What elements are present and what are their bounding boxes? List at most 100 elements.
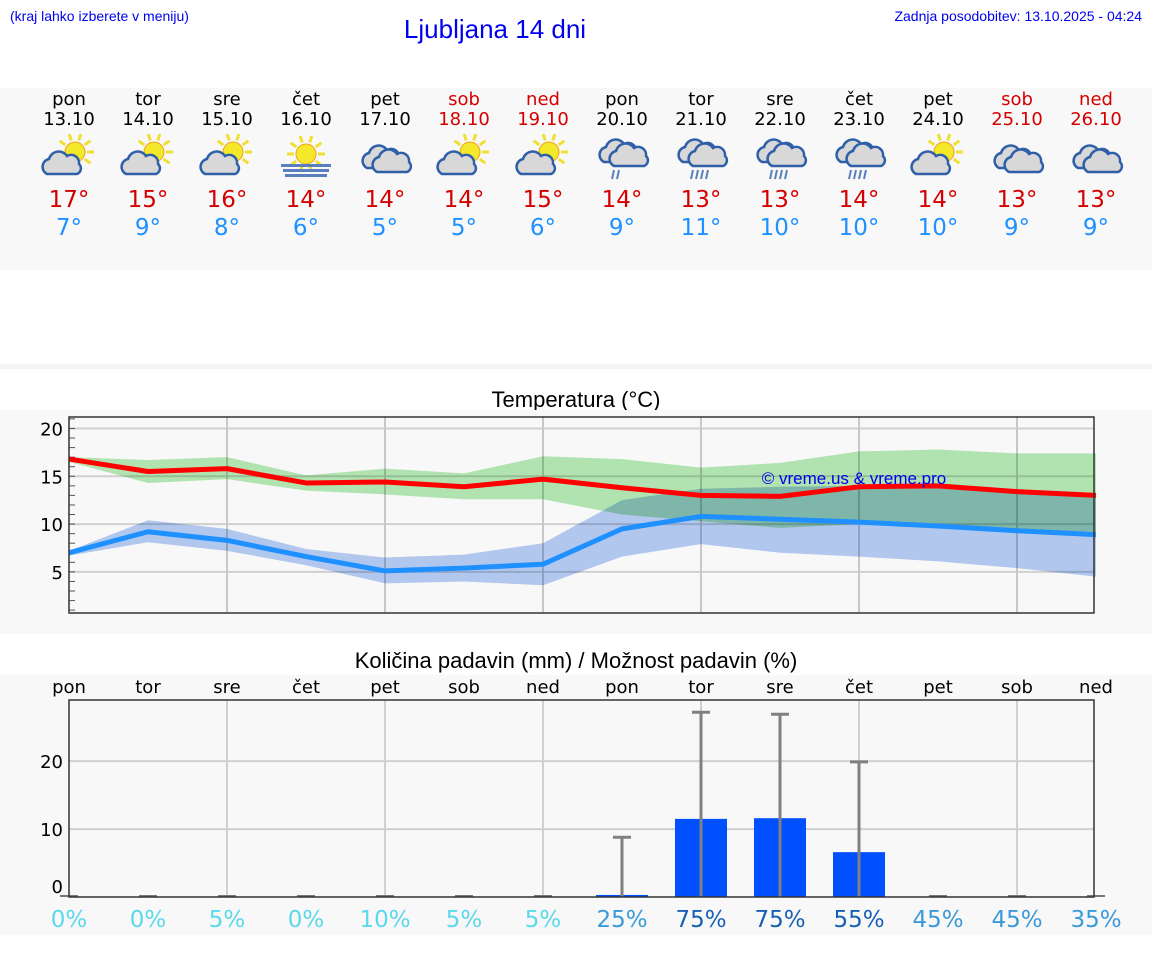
day-date: 14.10 <box>122 109 174 130</box>
day-forecast: pet 17.10 14° 5° <box>345 88 425 242</box>
plot-area <box>69 700 1094 897</box>
location-hint: (kraj lahko izberete v meniju) <box>10 8 189 24</box>
day-date: 20.10 <box>596 109 648 130</box>
x-category-label: ned <box>526 677 560 698</box>
day-forecast: ned 19.10 15° 6° <box>503 88 583 242</box>
day-date: 16.10 <box>280 109 332 130</box>
precipitation-probability: 45% <box>912 907 963 933</box>
precipitation-probability: 35% <box>1070 907 1121 933</box>
partly-sunny-icon <box>197 133 257 180</box>
precipitation-probability: 5% <box>446 907 483 933</box>
rain-icon <box>750 134 810 180</box>
precipitation-chart: 0 10 20 pon tor sre čet pet sob ned pon tor sre čet pe… <box>40 677 1121 933</box>
min-temperature: 9° <box>1003 215 1031 241</box>
x-category-label: pon <box>52 677 86 698</box>
rain-icon <box>829 134 889 180</box>
day-forecast: sob 18.10 14° 5° <box>424 88 504 242</box>
x-category-label: čet <box>292 677 320 698</box>
day-forecast: pon 20.10 14° 9° <box>582 88 662 242</box>
day-name: ned <box>1079 89 1113 110</box>
precipitation-probability: 75% <box>754 907 805 933</box>
day-date: 21.10 <box>675 109 727 130</box>
max-temperature: 13° <box>680 187 722 213</box>
min-temperature: 9° <box>608 215 636 241</box>
day-name: pet <box>370 89 400 110</box>
min-temperature: 9° <box>1082 215 1110 241</box>
day-date: 24.10 <box>912 109 964 130</box>
precipitation-chart-title: Količina padavin (mm) / Možnost padavin … <box>354 648 798 673</box>
min-temperature: 11° <box>680 215 722 241</box>
max-temperature: 14° <box>285 187 327 213</box>
day-forecast: pet 24.10 14° 10° <box>898 88 978 242</box>
y-tick-label: 20 <box>40 752 63 773</box>
cloudy-icon <box>1066 134 1126 180</box>
day-date: 23.10 <box>833 109 885 130</box>
max-temperature: 14° <box>601 187 643 213</box>
max-temperature: 13° <box>1075 187 1117 213</box>
max-temperature: 13° <box>996 187 1038 213</box>
precipitation-probability: 75% <box>675 907 726 933</box>
day-date: 25.10 <box>991 109 1043 130</box>
day-name: sre <box>213 89 241 110</box>
day-name: tor <box>688 89 714 110</box>
plot-border <box>68 699 1095 898</box>
page-title: Ljubljana 14 dni <box>403 14 587 44</box>
day-name: ned <box>526 89 560 110</box>
day-date: 26.10 <box>1070 109 1122 130</box>
day-date: 22.10 <box>754 109 806 130</box>
day-forecast: ned 26.10 13° 9° <box>1056 88 1136 242</box>
x-category-label: pet <box>370 677 400 698</box>
day-name: sre <box>766 89 794 110</box>
precipitation-probability: 10% <box>359 907 410 933</box>
day-name: čet <box>844 89 874 110</box>
precipitation-probability: 55% <box>833 907 884 933</box>
max-temperature: 15° <box>522 187 564 213</box>
x-category-label: tor <box>688 677 714 698</box>
partly-sunny-icon <box>908 133 968 180</box>
precipitation-probability: 0% <box>288 907 325 933</box>
x-category-label: sre <box>213 677 240 698</box>
min-temperature: 9° <box>134 215 162 241</box>
cloudy-icon <box>987 134 1047 180</box>
max-temperature: 14° <box>443 187 485 213</box>
day-date: 18.10 <box>438 109 490 130</box>
min-temperature-line <box>68 513 1097 574</box>
day-forecast: čet 16.10 14° 6° <box>266 88 346 242</box>
precipitation-probability: 45% <box>991 907 1042 933</box>
day-name: sob <box>1001 89 1033 110</box>
day-forecast: sre 22.10 13° 10° <box>740 88 820 242</box>
x-category-label: pet <box>923 677 953 698</box>
y-tick-label: 0 <box>52 877 63 898</box>
y-tick-label: 10 <box>40 820 63 841</box>
y-tick-label: 5 <box>52 563 63 584</box>
partly-sunny-icon <box>39 133 99 180</box>
x-category-label: sob <box>448 677 480 698</box>
precipitation-probability: 25% <box>596 907 647 933</box>
min-temperature: 6° <box>529 215 557 241</box>
day-date: 13.10 <box>43 109 95 130</box>
day-date: 19.10 <box>517 109 569 130</box>
sun-fog-icon <box>276 134 336 180</box>
day-forecast: tor 14.10 15° 9° <box>108 88 188 242</box>
y-tick-label: 10 <box>40 515 63 536</box>
x-category-label: sob <box>1001 677 1033 698</box>
max-temperature: 15° <box>127 187 169 213</box>
temperature-chart-panel: 5 10 15 20 © vreme.us & vreme.pro <box>0 410 1152 634</box>
y-tick-label: 15 <box>40 467 63 488</box>
day-forecast: čet 23.10 14° 10° <box>819 88 899 242</box>
precipitation-probability: 5% <box>209 907 246 933</box>
watermark: © vreme.us & vreme.pro <box>762 469 946 488</box>
temperature-chart: 5 10 15 20 © vreme.us & vreme.pro <box>40 416 1097 614</box>
day-forecast: sob 25.10 13° 9° <box>977 88 1057 242</box>
min-temperature: 6° <box>292 215 320 241</box>
max-temperature: 13° <box>759 187 801 213</box>
cloudy-icon <box>355 134 415 180</box>
last-updated: Zadnja posodobitev: 13.10.2025 - 04:24 <box>894 8 1142 24</box>
partly-sunny-icon <box>434 133 494 180</box>
daily-forecast-strip: pon 13.10 17° 7° tor 14.10 15° 9° sre 15.1… <box>0 88 1152 270</box>
max-temperature: 14° <box>838 187 880 213</box>
min-temperature: 5° <box>450 215 478 241</box>
day-name: pon <box>52 89 86 110</box>
max-temperature-line <box>68 456 1097 499</box>
day-name: čet <box>291 89 321 110</box>
